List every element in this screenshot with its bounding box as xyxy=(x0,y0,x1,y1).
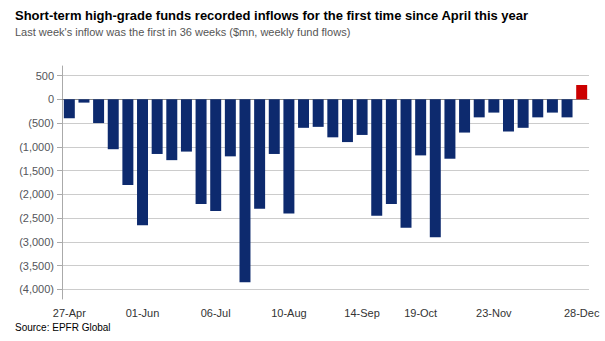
svg-text:27-Apr: 27-Apr xyxy=(53,307,86,319)
svg-text:0: 0 xyxy=(48,93,54,105)
svg-text:(2,500): (2,500) xyxy=(19,212,54,224)
svg-text:Last week's inflow was the fir: Last week's inflow was the first in 36 w… xyxy=(15,26,350,38)
svg-text:06-Jul: 06-Jul xyxy=(201,307,231,319)
svg-text:(1,500): (1,500) xyxy=(19,165,54,177)
svg-text:(4,000): (4,000) xyxy=(19,283,54,295)
svg-text:(2,000): (2,000) xyxy=(19,188,54,200)
svg-text:10-Aug: 10-Aug xyxy=(271,307,306,319)
svg-text:(3,500): (3,500) xyxy=(19,260,54,272)
svg-text:01-Jun: 01-Jun xyxy=(126,307,160,319)
svg-text:14-Sep: 14-Sep xyxy=(344,307,379,319)
svg-text:(1,000): (1,000) xyxy=(19,141,54,153)
svg-text:23-Nov: 23-Nov xyxy=(476,307,512,319)
svg-text:(500): (500) xyxy=(28,117,54,129)
svg-text:19-Oct: 19-Oct xyxy=(404,307,437,319)
svg-text:500: 500 xyxy=(36,70,54,82)
svg-text:(3,000): (3,000) xyxy=(19,236,54,248)
svg-text:Source: EPFR Global: Source: EPFR Global xyxy=(15,322,111,333)
svg-text:Short-term high-grade funds re: Short-term high-grade funds recorded inf… xyxy=(15,8,528,23)
svg-text:28-Dec: 28-Dec xyxy=(564,307,600,319)
